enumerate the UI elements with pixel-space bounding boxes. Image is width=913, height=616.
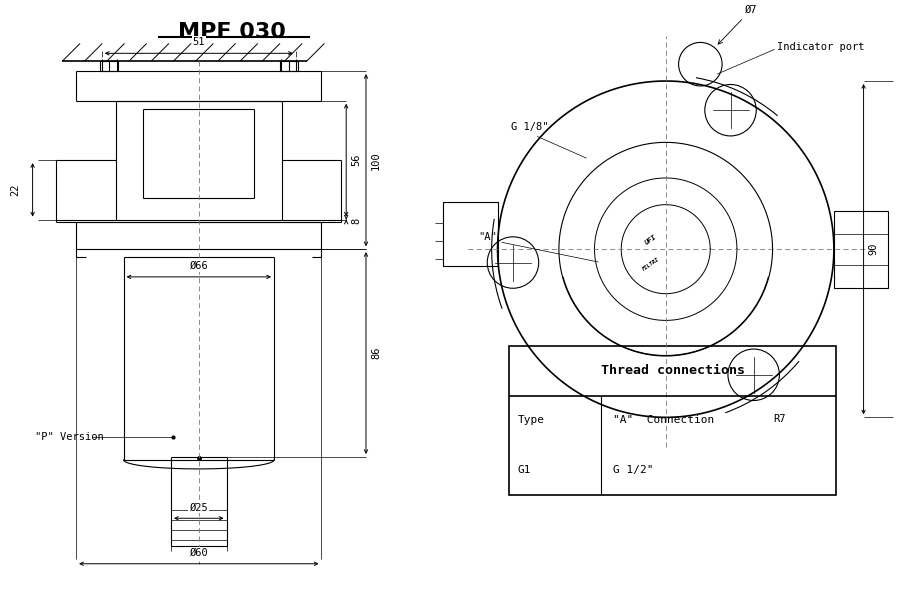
Bar (834, 211, 888, 288)
Text: 56: 56 (352, 154, 362, 166)
Text: G1: G1 (518, 465, 530, 475)
Text: Ø66: Ø66 (189, 261, 208, 271)
Text: MPF 030: MPF 030 (179, 22, 287, 42)
Text: FILTRI: FILTRI (642, 256, 660, 272)
Text: Indicator port: Indicator port (777, 43, 864, 52)
Bar (443, 202, 498, 267)
Text: "A": "A" (478, 232, 497, 242)
Text: "P" Version: "P" Version (35, 432, 103, 442)
Text: Ø7: Ø7 (719, 5, 758, 44)
Text: 100: 100 (371, 151, 381, 169)
Text: Type: Type (518, 415, 544, 425)
Text: UFI: UFI (644, 233, 658, 245)
Text: 51: 51 (193, 38, 205, 47)
Text: 8: 8 (352, 218, 362, 224)
Text: 90: 90 (868, 243, 878, 256)
Text: Thread connections: Thread connections (601, 364, 745, 378)
Text: Ø60: Ø60 (189, 548, 208, 558)
Text: "A"  Connection: "A" Connection (613, 415, 714, 425)
Text: 22: 22 (13, 184, 23, 196)
Text: G 1/8": G 1/8" (511, 121, 549, 131)
Text: Ø25: Ø25 (189, 502, 208, 513)
Text: G 1/2": G 1/2" (613, 465, 653, 475)
Bar (509, 346, 836, 495)
Text: 22: 22 (10, 184, 20, 196)
Text: R7: R7 (773, 415, 786, 424)
Text: 86: 86 (371, 347, 381, 359)
